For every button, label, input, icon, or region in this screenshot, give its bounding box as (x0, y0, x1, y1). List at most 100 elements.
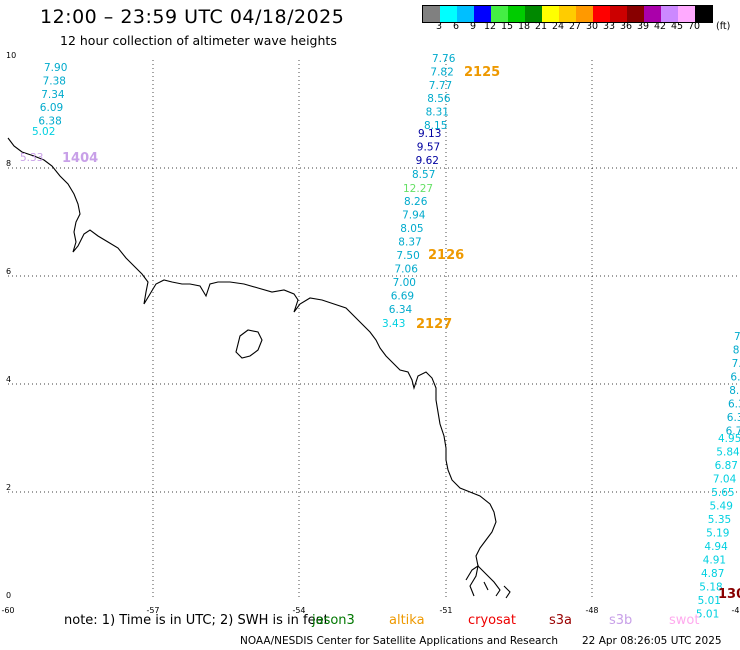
wave-height-label: 5.02 (32, 126, 55, 138)
scale-label: 30 (585, 21, 599, 32)
satellite-s3a-label: s3a (549, 613, 573, 628)
wave-height-label: 8.15 (424, 120, 447, 132)
wave-height-label: 12.27 (403, 183, 433, 195)
coastline-path (7, 137, 501, 597)
y-tick-label: 2 (6, 483, 11, 492)
scale-label: 36 (619, 21, 633, 32)
wave-height-label: 7.76 (432, 53, 456, 65)
wave-height-label: 4.91 (703, 555, 726, 567)
scale-label: 9 (469, 21, 477, 32)
wave-height-label: 5.65 (711, 487, 734, 499)
scale-label: 24 (551, 21, 565, 32)
y-tick-label: 10 (6, 51, 16, 60)
pass-number-label: 2125 (464, 65, 500, 80)
wave-height-label: 7. (734, 331, 740, 343)
map-subtitle: 12 hour collection of altimeter wave hei… (60, 33, 337, 48)
wave-height-label: 8.56 (427, 93, 451, 105)
scale-swatch (593, 6, 610, 22)
scale-swatch (542, 6, 559, 22)
wave-height-label: 5.01 (698, 595, 721, 607)
wave-height-label: 6.34 (389, 304, 413, 316)
wave-height-label: 7.34 (41, 89, 65, 101)
pass-number-label: 1404 (62, 151, 98, 166)
scale-swatch (610, 6, 627, 22)
wave-height-label: 5.35 (708, 514, 731, 526)
x-tick-label: -51 (439, 606, 452, 615)
wave-height-label: 6.3 (728, 399, 740, 411)
satellite-cryosat-label: cryosat (468, 613, 516, 628)
scale-swatch (559, 6, 576, 22)
y-tick-label: 8 (6, 159, 11, 168)
y-tick-label: 4 (6, 375, 11, 384)
satellite-s3b-label: s3b (609, 613, 633, 628)
pass-number-label: 2127 (416, 317, 452, 332)
wave-height-label: 6.09 (40, 102, 63, 114)
wave-height-label: 8.05 (400, 223, 423, 235)
map-title: 12:00 – 23:59 UTC 04/18/2025 (40, 6, 345, 28)
scale-swatch (457, 6, 474, 22)
scale-swatch (525, 6, 542, 22)
wave-height-label: 5.19 (706, 528, 729, 540)
wave-height-label: 6.74 (726, 426, 740, 438)
scale-swatch (491, 6, 508, 22)
scale-label: 27 (568, 21, 582, 32)
pass-number-label: 2126 (428, 248, 464, 263)
wave-height-label: 9.62 (416, 155, 439, 167)
wave-height-label: 7.38 (43, 75, 66, 87)
x-tick-label: -60 (1, 606, 14, 615)
wave-height-label: 6.37 (727, 412, 740, 424)
satellite-jason3-label: jason3 (312, 613, 355, 628)
wave-height-label: 5.33 (20, 152, 43, 164)
scale-swatch (627, 6, 644, 22)
x-tick-label: -54 (292, 606, 305, 615)
coastline-lesser-antilles (465, 564, 511, 599)
scale-label: 21 (534, 21, 548, 32)
wave-height-label: 7.77 (429, 80, 452, 92)
island-marajo (235, 329, 263, 359)
scale-swatch (576, 6, 593, 22)
wave-height-label: 8.7 (729, 385, 740, 397)
wave-height-label: 5.49 (710, 501, 733, 513)
scale-label: 3 (435, 21, 443, 32)
scale-swatch (678, 6, 695, 22)
wave-height-label: 9.13 (418, 128, 441, 140)
wave-height-label: 3.43 (382, 318, 405, 330)
wave-height-label: 6.69 (391, 291, 414, 303)
scale-label: 45 (670, 21, 684, 32)
wave-height-label: 6.38 (38, 116, 61, 128)
scale-unit: (ft) (716, 21, 731, 32)
scale-label: 15 (500, 21, 514, 32)
scale-swatch (474, 6, 491, 22)
wave-height-label: 4.95 (718, 433, 740, 445)
scale-swatch (695, 6, 712, 22)
wave-height-color-scale (422, 5, 713, 23)
wave-height-label: 7.82 (430, 66, 453, 78)
wave-height-label: 9.57 (417, 142, 440, 154)
wave-height-label: 7.50 (396, 250, 419, 262)
wave-height-label: 7.04 (713, 474, 737, 486)
wave-height-label: 4.94 (704, 541, 728, 553)
wave-height-label: 6. (730, 372, 740, 384)
scale-swatch (440, 6, 457, 22)
y-tick-label: 6 (6, 267, 11, 276)
wave-height-label: 8. (733, 345, 740, 357)
scale-label: 18 (517, 21, 531, 32)
wave-height-label: 5.18 (699, 582, 722, 594)
wave-height-label: 8.31 (426, 107, 449, 119)
scale-swatch (661, 6, 678, 22)
wave-height-label: 5.01 (696, 609, 719, 621)
scale-swatch (644, 6, 661, 22)
scale-label: 70 (687, 21, 701, 32)
scale-swatch (423, 6, 440, 22)
wave-height-label: 8.37 (398, 237, 421, 249)
wave-height-label: 7.94 (402, 210, 426, 222)
scale-label: 12 (483, 21, 497, 32)
wave-height-label: 7. (732, 358, 740, 370)
scale-label: 6 (452, 21, 460, 32)
y-tick-label: 0 (6, 591, 11, 600)
wave-height-label: 5.84 (716, 447, 740, 459)
x-tick-label: -45 (731, 606, 740, 615)
x-tick-label: -48 (585, 606, 598, 615)
generated-timestamp: 22 Apr 08:26:05 UTC 2025 (582, 635, 722, 647)
coastline (7, 137, 511, 599)
